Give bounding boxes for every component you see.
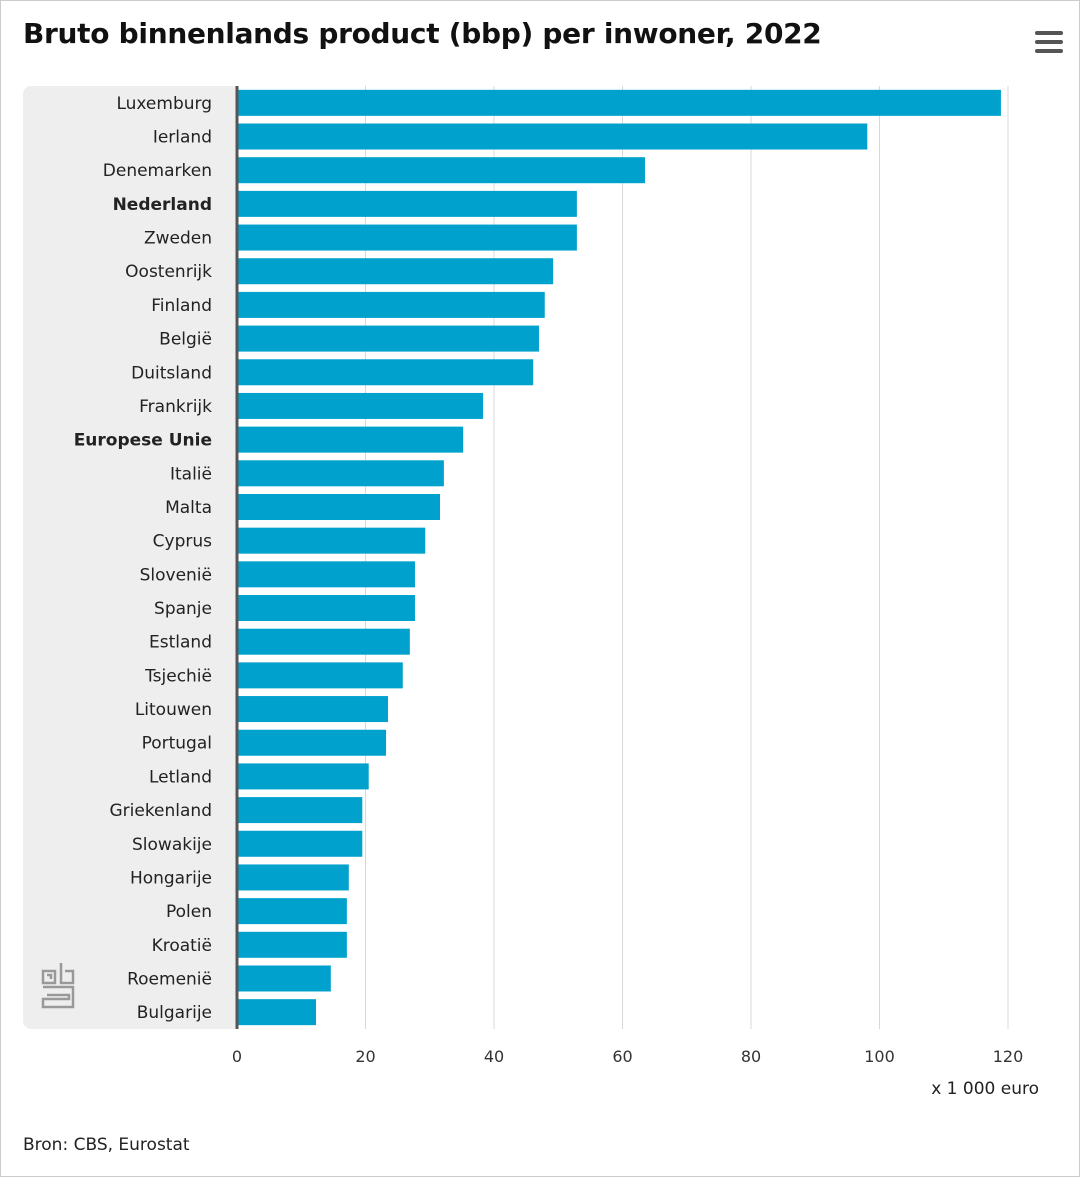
bar (237, 325, 539, 352)
x-tick-label: 120 (993, 1047, 1024, 1066)
category-label: Letland (149, 767, 212, 787)
category-label: Estland (149, 633, 212, 653)
category-label: Griekenland (109, 801, 212, 821)
bar (237, 493, 441, 520)
bar (237, 89, 1001, 116)
bar-chart: 0 20 40 60 80 100 120 Luxemburg Ierland Denemarke… (74, 86, 1024, 1066)
bar (237, 628, 410, 655)
source-note: Bron: CBS, Eurostat (23, 1135, 190, 1155)
bar (237, 797, 363, 824)
x-tick-label: 100 (864, 1047, 895, 1066)
category-label: Roemenië (127, 969, 212, 989)
bar (237, 460, 444, 487)
bar (237, 931, 347, 958)
category-label: Nederland (113, 195, 212, 215)
x-tick-label: 80 (741, 1047, 761, 1066)
bar (237, 426, 464, 453)
category-label: Cyprus (153, 532, 212, 552)
category-label: Polen (166, 902, 212, 922)
category-label: Kroatië (152, 936, 212, 956)
bar (237, 729, 387, 756)
x-tick-label: 0 (232, 1047, 242, 1066)
category-label: Finland (151, 296, 212, 316)
bar (237, 258, 554, 285)
bar (237, 157, 645, 184)
x-tick-label: 20 (355, 1047, 375, 1066)
bar (237, 527, 426, 554)
bar (237, 595, 415, 622)
cbs-logo-icon (41, 963, 75, 1009)
category-label: Italië (170, 464, 212, 484)
bar (237, 392, 484, 419)
category-label: België (159, 330, 212, 350)
category-label: Oostenrijk (125, 262, 212, 282)
bar (237, 662, 403, 689)
category-label: Slovenië (140, 565, 212, 585)
bar (237, 696, 388, 723)
bar (237, 561, 415, 588)
category-label: Portugal (142, 734, 212, 754)
category-label: Zweden (144, 229, 212, 249)
bar (237, 864, 349, 891)
category-label: Slowakije (132, 835, 212, 855)
x-axis-unit-label: x 1 000 euro (931, 1079, 1039, 1099)
bar (237, 123, 868, 150)
category-label: Denemarken (103, 161, 212, 181)
bar (237, 359, 534, 386)
bar (237, 291, 545, 318)
category-label: Tsjechië (144, 666, 212, 686)
category-label: Malta (165, 498, 212, 518)
category-label: Spanje (154, 599, 212, 619)
bar (237, 190, 577, 217)
category-label: Bulgarije (137, 1003, 212, 1023)
x-tick-label: 40 (484, 1047, 504, 1066)
bar (237, 830, 363, 857)
bar (237, 898, 347, 925)
category-label-panel (23, 86, 237, 1029)
bar (237, 965, 331, 992)
category-label: Luxemburg (116, 94, 212, 114)
bar (237, 224, 577, 251)
bar (237, 763, 369, 790)
chart-title: Bruto binnenlands product (bbp) per inwo… (23, 17, 822, 50)
category-label: Ierland (153, 128, 212, 148)
category-label: Europese Unie (74, 431, 212, 451)
x-tick-label: 60 (612, 1047, 632, 1066)
category-label: Duitsland (131, 363, 212, 383)
category-label: Litouwen (135, 700, 212, 720)
category-label: Frankrijk (139, 397, 212, 417)
hamburger-menu-icon[interactable] (1035, 31, 1063, 55)
bar (237, 999, 317, 1026)
category-label: Hongarije (130, 868, 212, 888)
